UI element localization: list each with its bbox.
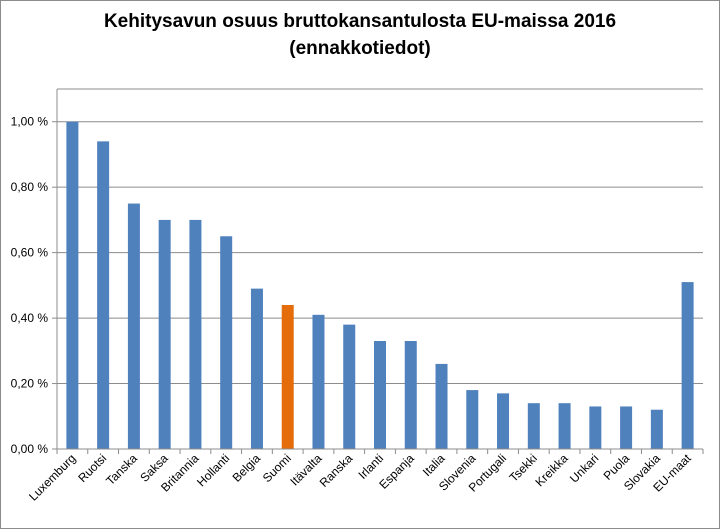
bar-slovakia (650, 409, 663, 449)
bar-saksa (158, 219, 171, 449)
bar-slovenia (466, 390, 479, 449)
bar-tsekki (527, 403, 540, 449)
bar-unkari (589, 406, 602, 449)
y-tick-label: 0,40 % (11, 311, 49, 325)
y-tick-label: 1,00 % (11, 115, 49, 129)
y-tick-label: 0,80 % (11, 180, 49, 194)
bar-itävalta (312, 314, 325, 449)
x-tick-label: Tanska (103, 451, 140, 488)
gridlines (57, 88, 703, 385)
y-tick-label: 0,20 % (11, 377, 49, 391)
bar-britannia (189, 219, 202, 449)
x-tick-labels: LuxemburgRuotsiTanskaSaksaBritanniaHolla… (26, 449, 704, 504)
bar-ranska (343, 324, 356, 449)
x-tick-label: Unkari (567, 451, 601, 485)
x-tick-label: Belgia (230, 451, 264, 485)
bar-eu-maat (681, 282, 694, 449)
bar-belgia (250, 288, 263, 449)
x-tick-label: Espanja (376, 451, 417, 492)
bar-hollanti (220, 236, 233, 449)
bar-tanska (127, 203, 140, 449)
bar-irlanti (374, 341, 386, 449)
bars (66, 121, 694, 450)
x-tick-label: Kreikka (532, 451, 570, 489)
x-tick-label: Hollanti (194, 451, 232, 489)
bar-portugali (497, 393, 510, 449)
chart-title-line-2: (ennakkotiedot) (289, 38, 431, 59)
bar-italia (435, 363, 448, 449)
y-tick-label: 0,60 % (11, 246, 49, 260)
y-tick-labels: 0,00 % 0,20 % 0,40 % 0,60 % 0,80 % 1,00 % (11, 115, 57, 456)
chart-title-line-1: Kehitysavun osuus bruttokansantulosta EU… (103, 11, 617, 32)
chart-title: Kehitysavun osuus bruttokansantulosta EU… (0, 8, 720, 62)
bar-luxemburg (66, 121, 79, 450)
bar-puola (620, 406, 633, 449)
bar-ruotsi (97, 141, 110, 449)
bar-kreikka (558, 403, 571, 449)
x-tick-label: Ranska (317, 451, 356, 490)
bar-suomi (281, 305, 294, 449)
y-tick-label: 0,00 % (11, 442, 49, 456)
bar-espanja (404, 341, 417, 449)
axes (56, 89, 703, 454)
x-tick-label: Luxemburg (26, 451, 78, 503)
